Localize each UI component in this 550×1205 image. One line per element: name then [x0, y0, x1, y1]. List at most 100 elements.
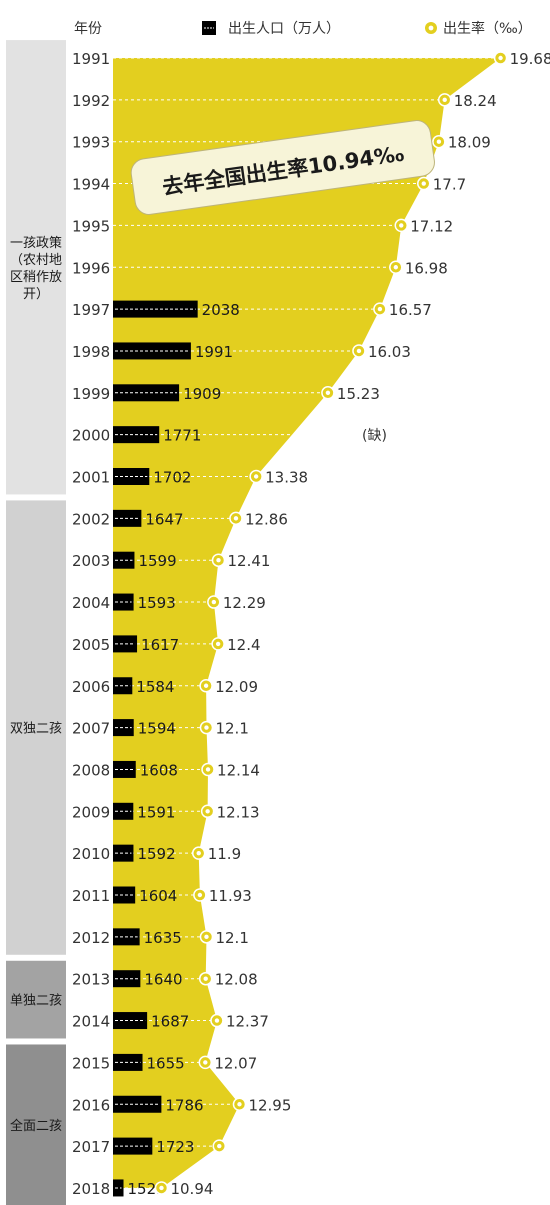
- year-label-2004: 2004: [72, 594, 110, 612]
- policy-label-1: 区稍作放: [10, 270, 62, 285]
- rate-value-1998: 16.03: [368, 343, 411, 361]
- rate-marker-dot-2012: [204, 934, 209, 940]
- year-label-1999: 1999: [72, 385, 110, 403]
- births-value-2017: 1723: [156, 1138, 194, 1156]
- births-value-2001: 1702: [153, 469, 191, 487]
- births-bar-2009: [113, 802, 134, 820]
- year-label-1997: 1997: [72, 301, 110, 319]
- callout: 去年全国出生率10.94‰: [130, 120, 435, 215]
- rate-marker-dot-2002: [233, 516, 239, 521]
- rate-marker-dot-2005: [215, 641, 221, 647]
- rate-value-1991: 19.68: [510, 50, 550, 68]
- rate-value-2010: 11.9: [208, 845, 241, 863]
- rate-marker-dot-2006: [203, 683, 209, 688]
- births-value-2014: 1687: [151, 1013, 189, 1031]
- rate-marker-dot-2017: [217, 1143, 222, 1149]
- rate-value-2004: 12.29: [223, 594, 266, 612]
- rate-marker-dot-1997: [377, 306, 383, 312]
- births-value-2011: 1604: [139, 887, 177, 905]
- rate-legend-label: 出生率（‰）: [443, 20, 532, 37]
- rate-value-1997: 16.57: [389, 301, 432, 319]
- rate-value-1999: 15.23: [337, 385, 380, 403]
- birth-rate-area: [113, 58, 501, 1188]
- rate-marker-dot-2011: [197, 892, 203, 898]
- rate-marker-dot-2008: [205, 767, 211, 772]
- births-bar-2011: [113, 886, 136, 904]
- rate-value-1994: 17.7: [433, 176, 466, 194]
- births-bar-2003: [113, 551, 135, 569]
- rate-value-2011: 11.93: [209, 887, 252, 905]
- policy-band-3: [6, 960, 66, 1039]
- year-label-2010: 2010: [72, 845, 110, 863]
- rate-value-1993: 18.09: [448, 134, 491, 152]
- births-value-1999: 1909: [183, 385, 221, 403]
- year-label-2008: 2008: [72, 761, 110, 779]
- year-label-2018: 2018: [72, 1180, 110, 1198]
- births-value-2012: 1635: [144, 929, 182, 947]
- rate-value-1992: 18.24: [454, 92, 497, 110]
- policy-label-2: 双独二孩: [10, 722, 62, 737]
- rate-marker-dot-2015: [203, 1060, 208, 1065]
- policy-band-4: [6, 1044, 66, 1205]
- births-bars: [113, 300, 198, 1197]
- year-label-1991: 1991: [72, 50, 110, 68]
- rate-marker-dot-1995: [399, 223, 404, 228]
- grid-lines: 1991 1992 1993 1994 1995 1996 1997 1998 1999 2000…: [72, 50, 501, 1198]
- year-label-2015: 2015: [72, 1054, 110, 1072]
- births-bar-2007: [113, 719, 134, 737]
- rate-value-2009: 12.13: [217, 803, 260, 821]
- year-label-1995: 1995: [72, 217, 110, 235]
- policy-label-4: 全面二孩: [10, 1118, 62, 1134]
- missing-rate-label: (缺): [362, 428, 387, 444]
- rate-value-2003: 12.41: [228, 552, 271, 570]
- year-label-1993: 1993: [72, 134, 110, 152]
- rate-marker-dot-1991: [498, 55, 503, 61]
- year-label-2012: 2012: [72, 929, 110, 947]
- births-value-2007: 1594: [138, 720, 176, 738]
- year-label-1998: 1998: [72, 343, 110, 361]
- year-label-2006: 2006: [72, 678, 110, 696]
- births-bar-2010: [113, 844, 134, 862]
- births-value-2005: 1617: [141, 636, 179, 654]
- rate-value-2005: 12.4: [227, 636, 260, 654]
- year-label-1994: 1994: [72, 176, 110, 194]
- rate-legend-marker-inner: [428, 25, 434, 31]
- births-value-2015: 1655: [147, 1054, 185, 1072]
- rate-marker-dot-2010: [196, 850, 201, 856]
- births-value-2002: 1647: [145, 510, 183, 528]
- rate-value-2008: 12.14: [217, 761, 260, 779]
- rate-marker-dot-1993: [436, 139, 442, 144]
- births-value-2000: 1771: [163, 427, 201, 445]
- year-label-2002: 2002: [72, 510, 110, 528]
- births-value-1998: 1991: [195, 343, 233, 361]
- year-label-2009: 2009: [72, 803, 110, 821]
- year-label-1996: 1996: [72, 259, 110, 277]
- rate-value-2016: 12.95: [248, 1096, 291, 1114]
- year-label-2005: 2005: [72, 636, 110, 654]
- callout-box: [130, 120, 435, 215]
- rate-marker-dot-2007: [204, 725, 209, 730]
- rate-marker-dot-2018: [159, 1185, 164, 1191]
- rate-value-2018: 10.94: [170, 1180, 213, 1198]
- policy-label-1: 一孩政策: [10, 235, 62, 251]
- rate-marker-dot-2014: [214, 1018, 220, 1023]
- rate-marker-dot-1999: [325, 390, 331, 395]
- rate-value-1995: 17.12: [410, 217, 453, 235]
- policy-label-1: （农村地: [10, 253, 62, 268]
- year-label-2013: 2013: [72, 971, 110, 989]
- rate-value-2013: 12.08: [215, 971, 258, 989]
- births-value-2009: 1591: [137, 803, 175, 821]
- year-label-2014: 2014: [72, 1013, 110, 1031]
- policy-band-2: [6, 500, 66, 955]
- births-bar-2018: [113, 1179, 124, 1197]
- rate-value-2002: 12.86: [245, 510, 288, 528]
- births-value-2010: 1592: [137, 845, 175, 863]
- year-label-1992: 1992: [72, 92, 110, 110]
- birth-rate-area-fill: [113, 58, 501, 1188]
- rate-value-2015: 12.07: [214, 1054, 257, 1072]
- births-value-2008: 1608: [140, 761, 178, 779]
- births-value-2016: 1786: [165, 1096, 203, 1114]
- rate-marker-dot-1996: [393, 265, 399, 270]
- year-label-2007: 2007: [72, 720, 110, 738]
